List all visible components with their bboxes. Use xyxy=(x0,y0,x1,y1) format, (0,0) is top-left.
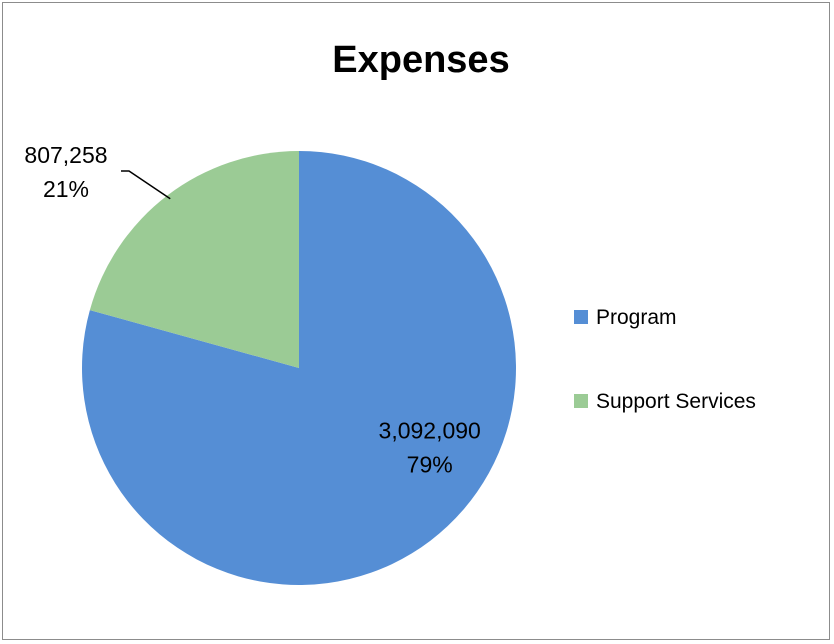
chart-title: Expenses xyxy=(332,39,509,81)
legend-item-program: Program xyxy=(574,306,677,329)
legend-label-support-services: Support Services xyxy=(596,390,756,413)
legend-label-program: Program xyxy=(596,306,677,329)
legend-swatch-support-services xyxy=(574,394,588,408)
chart-legend: Program Support Services xyxy=(574,306,756,413)
legend-item-support-services: Support Services xyxy=(574,390,756,413)
leader-line-support-services xyxy=(121,170,171,200)
pie-data-labels: 3,092,090 79% 807,258 21% xyxy=(24,142,480,477)
legend-swatch-program xyxy=(574,310,588,324)
data-label-value-program: 3,092,090 xyxy=(379,417,481,443)
data-label-value-support-services: 807,258 xyxy=(24,142,107,168)
pie-slices xyxy=(82,151,516,585)
data-label-percent-program: 79% xyxy=(407,451,453,477)
data-label-percent-support-services: 21% xyxy=(43,176,89,202)
pie-slice-support-services xyxy=(89,151,300,368)
